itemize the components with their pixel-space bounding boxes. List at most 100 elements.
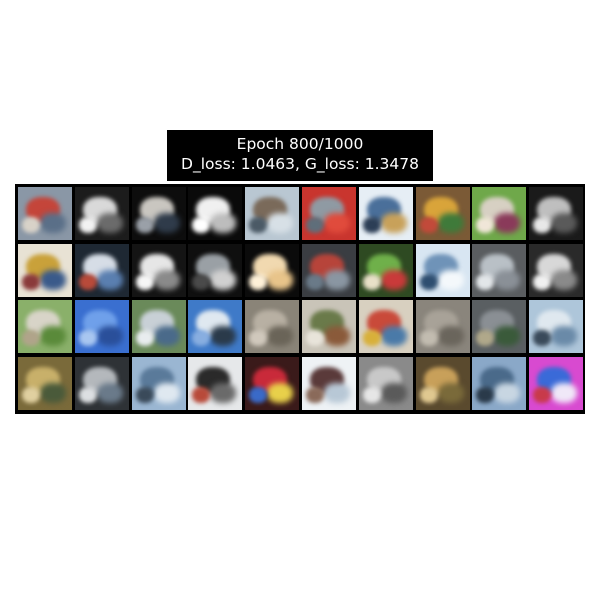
image-blob	[153, 269, 180, 290]
generated-image-tile	[188, 187, 243, 240]
generated-image-tile	[472, 300, 527, 353]
image-blob	[135, 273, 154, 290]
generated-image-tile	[18, 243, 72, 297]
image-blob	[380, 326, 407, 346]
plot-title: Epoch 800/1000 D_loss: 1.0463, G_loss: 1…	[167, 130, 433, 181]
image-blob	[192, 330, 211, 346]
image-blob	[494, 213, 521, 233]
image-blob	[210, 269, 237, 290]
image-blob	[40, 269, 66, 290]
image-blob	[249, 386, 268, 403]
image-blob	[192, 386, 211, 403]
image-blob	[476, 273, 495, 290]
image-blob	[22, 273, 40, 290]
image-blob	[249, 217, 268, 233]
generated-image-tile	[74, 243, 129, 297]
generated-image-tile	[188, 300, 243, 353]
image-blob	[437, 326, 464, 346]
image-blob	[476, 217, 495, 233]
generated-image-tile	[529, 187, 584, 240]
image-blob	[306, 217, 324, 233]
image-blob	[22, 330, 40, 346]
image-blob	[380, 213, 407, 233]
generated-image-tile	[131, 187, 186, 240]
generated-image-tile	[302, 300, 356, 353]
image-blob	[380, 269, 407, 290]
image-blob	[22, 217, 40, 233]
image-blob	[437, 269, 464, 290]
generated-image-tile	[415, 243, 470, 297]
image-blob	[362, 330, 381, 346]
generated-image-tile	[358, 187, 413, 240]
image-blob	[362, 273, 381, 290]
image-blob	[476, 330, 495, 346]
generated-image-tile	[415, 356, 470, 410]
image-blob	[78, 273, 97, 290]
image-blob	[135, 217, 154, 233]
image-blob	[324, 326, 350, 346]
image-blob	[380, 382, 407, 403]
image-blob	[40, 326, 66, 346]
image-blob	[78, 386, 97, 403]
image-blob	[96, 213, 123, 233]
image-blob	[153, 326, 180, 346]
image-blob	[40, 213, 66, 233]
generated-image-tile	[245, 356, 300, 410]
image-blob	[267, 269, 294, 290]
image-blob	[78, 217, 97, 233]
image-blob	[419, 273, 438, 290]
generated-image-tile	[18, 187, 72, 240]
image-blob	[533, 330, 552, 346]
image-blob	[533, 386, 552, 403]
epoch-label: Epoch 800/1000	[236, 135, 364, 153]
generated-image-tile	[18, 300, 72, 353]
image-blob	[494, 382, 521, 403]
image-blob	[419, 386, 438, 403]
image-blob	[551, 382, 578, 403]
generated-image-tile	[358, 300, 413, 353]
generated-image-tile	[188, 243, 243, 297]
generated-image-tile	[529, 243, 584, 297]
generated-image-tile	[472, 243, 527, 297]
image-blob	[40, 382, 66, 403]
generated-image-tile	[472, 356, 527, 410]
image-blob	[192, 217, 211, 233]
image-blob	[324, 269, 350, 290]
generated-image-tile	[529, 300, 584, 353]
image-blob	[419, 330, 438, 346]
image-blob	[306, 273, 324, 290]
image-blob	[437, 213, 464, 233]
image-blob	[153, 213, 180, 233]
image-blob	[210, 213, 237, 233]
image-blob	[306, 330, 324, 346]
loss-label: D_loss: 1.0463, G_loss: 1.3478	[181, 155, 419, 173]
generated-image-tile	[415, 187, 470, 240]
image-blob	[533, 217, 552, 233]
image-blob	[533, 273, 552, 290]
image-blob	[153, 382, 180, 403]
image-blob	[476, 386, 495, 403]
image-blob	[267, 326, 294, 346]
image-blob	[210, 382, 237, 403]
generated-image-tile	[74, 187, 129, 240]
generated-image-tile	[131, 356, 186, 410]
image-blob	[22, 386, 40, 403]
image-blob	[210, 326, 237, 346]
image-blob	[249, 273, 268, 290]
image-blob	[96, 326, 123, 346]
image-blob	[135, 386, 154, 403]
image-blob	[551, 269, 578, 290]
generated-image-tile	[415, 300, 470, 353]
generated-image-tile	[245, 243, 300, 297]
image-blob	[96, 382, 123, 403]
image-blob	[192, 273, 211, 290]
generated-image-tile	[358, 243, 413, 297]
generated-image-tile	[302, 243, 356, 297]
generated-image-tile	[302, 356, 356, 410]
generated-image-tile	[74, 300, 129, 353]
generated-image-tile	[131, 243, 186, 297]
generated-image-grid	[15, 184, 585, 414]
generated-image-tile	[74, 356, 129, 410]
image-blob	[324, 382, 350, 403]
image-blob	[267, 213, 294, 233]
